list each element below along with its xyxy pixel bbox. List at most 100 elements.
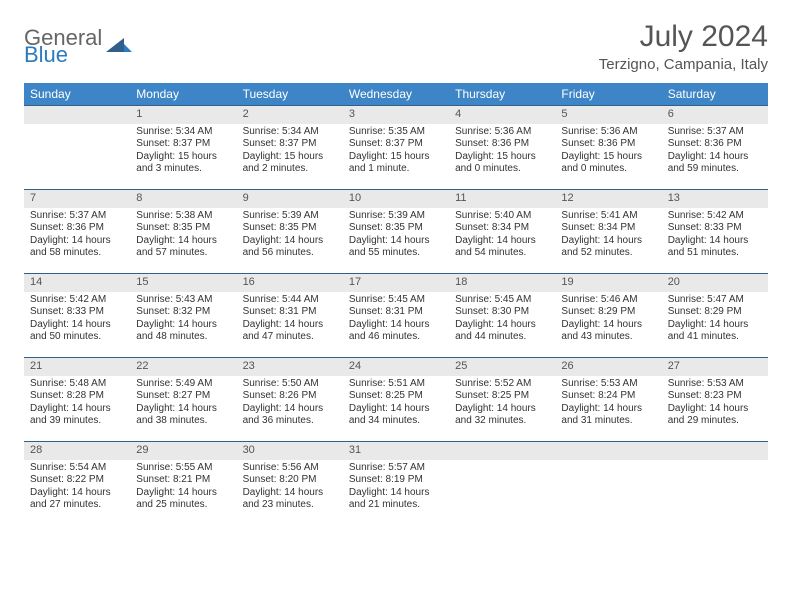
- sunrise-line: Sunrise: 5:45 AM: [349, 294, 443, 307]
- calendar-cell: 17Sunrise: 5:45 AMSunset: 8:31 PMDayligh…: [343, 273, 449, 357]
- weekday-header: Wednesday: [343, 83, 449, 105]
- title-block: July 2024 Terzigno, Campania, Italy: [599, 20, 768, 73]
- sunrise-line: Sunrise: 5:47 AM: [668, 294, 762, 307]
- calendar-cell: .: [24, 105, 130, 189]
- day-number: 26: [555, 357, 661, 376]
- calendar-cell: 10Sunrise: 5:39 AMSunset: 8:35 PMDayligh…: [343, 189, 449, 273]
- sunrise-line: Sunrise: 5:54 AM: [30, 462, 124, 475]
- calendar-cell: 22Sunrise: 5:49 AMSunset: 8:27 PMDayligh…: [130, 357, 236, 441]
- daylight-line: Daylight: 14 hours and 59 minutes.: [668, 151, 762, 176]
- calendar-cell: 19Sunrise: 5:46 AMSunset: 8:29 PMDayligh…: [555, 273, 661, 357]
- day-number: 16: [237, 273, 343, 292]
- day-number: 25: [449, 357, 555, 376]
- daylight-line: Daylight: 14 hours and 29 minutes.: [668, 403, 762, 428]
- calendar-cell: 30Sunrise: 5:56 AMSunset: 8:20 PMDayligh…: [237, 441, 343, 525]
- sunset-line: Sunset: 8:30 PM: [455, 306, 549, 319]
- day-number: 14: [24, 273, 130, 292]
- day-details: Sunrise: 5:47 AMSunset: 8:29 PMDaylight:…: [662, 292, 768, 348]
- day-details: Sunrise: 5:56 AMSunset: 8:20 PMDaylight:…: [237, 460, 343, 516]
- sunset-line: Sunset: 8:27 PM: [136, 390, 230, 403]
- day-number: 28: [24, 441, 130, 460]
- day-details: Sunrise: 5:53 AMSunset: 8:24 PMDaylight:…: [555, 376, 661, 432]
- daylight-line: Daylight: 14 hours and 25 minutes.: [136, 487, 230, 512]
- day-number: 10: [343, 189, 449, 208]
- day-number: 29: [130, 441, 236, 460]
- day-details: Sunrise: 5:50 AMSunset: 8:26 PMDaylight:…: [237, 376, 343, 432]
- sunset-line: Sunset: 8:35 PM: [243, 222, 337, 235]
- day-number: 7: [24, 189, 130, 208]
- sunrise-line: Sunrise: 5:57 AM: [349, 462, 443, 475]
- sunset-line: Sunset: 8:37 PM: [136, 138, 230, 151]
- day-number: 27: [662, 357, 768, 376]
- daylight-line: Daylight: 14 hours and 48 minutes.: [136, 319, 230, 344]
- day-details: Sunrise: 5:37 AMSunset: 8:36 PMDaylight:…: [24, 208, 130, 264]
- daylight-line: Daylight: 14 hours and 21 minutes.: [349, 487, 443, 512]
- calendar-week-row: 21Sunrise: 5:48 AMSunset: 8:28 PMDayligh…: [24, 357, 768, 441]
- sunset-line: Sunset: 8:21 PM: [136, 474, 230, 487]
- sunset-line: Sunset: 8:37 PM: [243, 138, 337, 151]
- sunrise-line: Sunrise: 5:41 AM: [561, 210, 655, 223]
- header: General Blue July 2024 Terzigno, Campani…: [24, 20, 768, 73]
- daylight-line: Daylight: 14 hours and 34 minutes.: [349, 403, 443, 428]
- day-details: Sunrise: 5:42 AMSunset: 8:33 PMDaylight:…: [24, 292, 130, 348]
- day-details: Sunrise: 5:54 AMSunset: 8:22 PMDaylight:…: [24, 460, 130, 516]
- day-details: Sunrise: 5:36 AMSunset: 8:36 PMDaylight:…: [555, 124, 661, 180]
- day-details: Sunrise: 5:39 AMSunset: 8:35 PMDaylight:…: [343, 208, 449, 264]
- calendar-table: SundayMondayTuesdayWednesdayThursdayFrid…: [24, 83, 768, 525]
- calendar-cell: 11Sunrise: 5:40 AMSunset: 8:34 PMDayligh…: [449, 189, 555, 273]
- day-details: Sunrise: 5:49 AMSunset: 8:27 PMDaylight:…: [130, 376, 236, 432]
- calendar-cell: 15Sunrise: 5:43 AMSunset: 8:32 PMDayligh…: [130, 273, 236, 357]
- calendar-cell: 23Sunrise: 5:50 AMSunset: 8:26 PMDayligh…: [237, 357, 343, 441]
- day-number: 24: [343, 357, 449, 376]
- sunrise-line: Sunrise: 5:42 AM: [668, 210, 762, 223]
- day-number: 8: [130, 189, 236, 208]
- daylight-line: Daylight: 14 hours and 43 minutes.: [561, 319, 655, 344]
- daylight-line: Daylight: 14 hours and 39 minutes.: [30, 403, 124, 428]
- calendar-cell: .: [555, 441, 661, 525]
- daylight-line: Daylight: 14 hours and 47 minutes.: [243, 319, 337, 344]
- calendar-cell: 18Sunrise: 5:45 AMSunset: 8:30 PMDayligh…: [449, 273, 555, 357]
- sunset-line: Sunset: 8:34 PM: [455, 222, 549, 235]
- day-details: Sunrise: 5:57 AMSunset: 8:19 PMDaylight:…: [343, 460, 449, 516]
- weekday-header: Saturday: [662, 83, 768, 105]
- sunset-line: Sunset: 8:29 PM: [668, 306, 762, 319]
- sunset-line: Sunset: 8:35 PM: [136, 222, 230, 235]
- daylight-line: Daylight: 15 hours and 0 minutes.: [561, 151, 655, 176]
- sunrise-line: Sunrise: 5:51 AM: [349, 378, 443, 391]
- calendar-cell: 12Sunrise: 5:41 AMSunset: 8:34 PMDayligh…: [555, 189, 661, 273]
- sunset-line: Sunset: 8:33 PM: [30, 306, 124, 319]
- weekday-header: Sunday: [24, 83, 130, 105]
- sunset-line: Sunset: 8:31 PM: [243, 306, 337, 319]
- calendar-cell: 20Sunrise: 5:47 AMSunset: 8:29 PMDayligh…: [662, 273, 768, 357]
- calendar-cell: 6Sunrise: 5:37 AMSunset: 8:36 PMDaylight…: [662, 105, 768, 189]
- sunrise-line: Sunrise: 5:40 AM: [455, 210, 549, 223]
- sunrise-line: Sunrise: 5:34 AM: [136, 126, 230, 139]
- day-number: 9: [237, 189, 343, 208]
- sunrise-line: Sunrise: 5:48 AM: [30, 378, 124, 391]
- sunset-line: Sunset: 8:36 PM: [30, 222, 124, 235]
- day-number: 2: [237, 105, 343, 124]
- day-number: .: [555, 441, 661, 460]
- sunset-line: Sunset: 8:26 PM: [243, 390, 337, 403]
- calendar-cell: 31Sunrise: 5:57 AMSunset: 8:19 PMDayligh…: [343, 441, 449, 525]
- location: Terzigno, Campania, Italy: [599, 56, 768, 73]
- daylight-line: Daylight: 15 hours and 3 minutes.: [136, 151, 230, 176]
- logo-icon: [106, 34, 132, 62]
- day-number: 1: [130, 105, 236, 124]
- sunset-line: Sunset: 8:31 PM: [349, 306, 443, 319]
- day-number: 3: [343, 105, 449, 124]
- day-details: Sunrise: 5:43 AMSunset: 8:32 PMDaylight:…: [130, 292, 236, 348]
- sunrise-line: Sunrise: 5:52 AM: [455, 378, 549, 391]
- sunset-line: Sunset: 8:34 PM: [561, 222, 655, 235]
- sunset-line: Sunset: 8:36 PM: [455, 138, 549, 151]
- daylight-line: Daylight: 14 hours and 46 minutes.: [349, 319, 443, 344]
- daylight-line: Daylight: 14 hours and 31 minutes.: [561, 403, 655, 428]
- daylight-line: Daylight: 14 hours and 51 minutes.: [668, 235, 762, 260]
- daylight-line: Daylight: 14 hours and 54 minutes.: [455, 235, 549, 260]
- calendar-cell: 14Sunrise: 5:42 AMSunset: 8:33 PMDayligh…: [24, 273, 130, 357]
- sunset-line: Sunset: 8:37 PM: [349, 138, 443, 151]
- sunrise-line: Sunrise: 5:46 AM: [561, 294, 655, 307]
- day-number: 22: [130, 357, 236, 376]
- calendar-cell: 1 Sunrise: 5:34 AMSunset: 8:37 PMDaylight…: [130, 105, 236, 189]
- calendar-body: .1Sunrise: 5:34 AMSunset: 8:37 PMDayligh…: [24, 105, 768, 525]
